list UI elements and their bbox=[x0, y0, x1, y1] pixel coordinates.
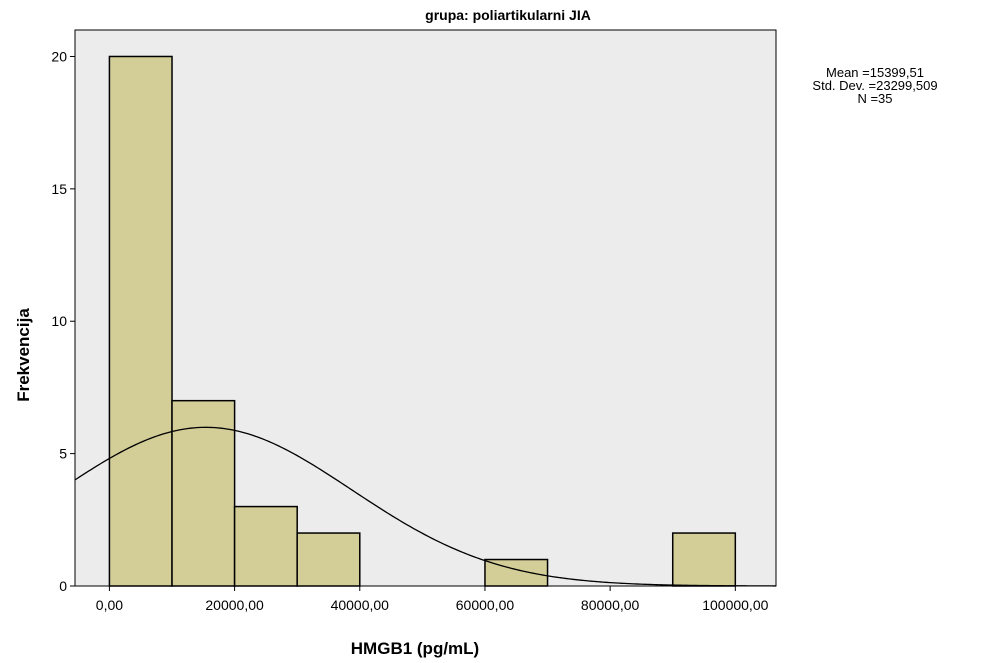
histogram-bar bbox=[233, 505, 298, 587]
histogram-bar bbox=[108, 55, 173, 587]
y-tick-label: 10 bbox=[51, 313, 67, 329]
histogram-bar bbox=[296, 532, 361, 587]
x-tick-label: 60000,00 bbox=[456, 597, 515, 613]
y-tick-label: 5 bbox=[59, 446, 67, 462]
histogram-bar bbox=[671, 532, 737, 587]
x-tick-label: 20000,00 bbox=[205, 597, 264, 613]
histogram-bar bbox=[171, 399, 236, 587]
stats-n: N =35 bbox=[857, 91, 893, 106]
x-tick-label: 80000,00 bbox=[581, 597, 640, 613]
y-axis: 0 5 10 15 20 bbox=[51, 48, 75, 594]
y-tick-label: 15 bbox=[51, 181, 67, 197]
x-tick-label: 40000,00 bbox=[331, 597, 390, 613]
y-tick-label: 20 bbox=[51, 48, 67, 64]
chart-title: grupa: poliartikularni JIA bbox=[425, 7, 591, 23]
stats-mean: Mean =15399,51 bbox=[826, 65, 924, 80]
x-tick-label: 100000,00 bbox=[702, 597, 768, 613]
statistics-legend: Mean =15399,51 Std. Dev. =23299,509 N =3… bbox=[790, 66, 960, 105]
stats-std-dev: Std. Dev. =23299,509 bbox=[812, 78, 938, 93]
normal-curve bbox=[74, 426, 776, 587]
x-axis: 0,00 20000,00 40000,00 60000,00 80000,00 1000… bbox=[96, 586, 769, 613]
y-axis-title: Frekvencija bbox=[14, 308, 33, 402]
bars-layer bbox=[108, 55, 737, 587]
x-axis-title: HMGB1 (pg/mL) bbox=[351, 639, 479, 658]
x-tick-label: 0,00 bbox=[96, 597, 123, 613]
y-tick-label: 0 bbox=[59, 578, 67, 594]
